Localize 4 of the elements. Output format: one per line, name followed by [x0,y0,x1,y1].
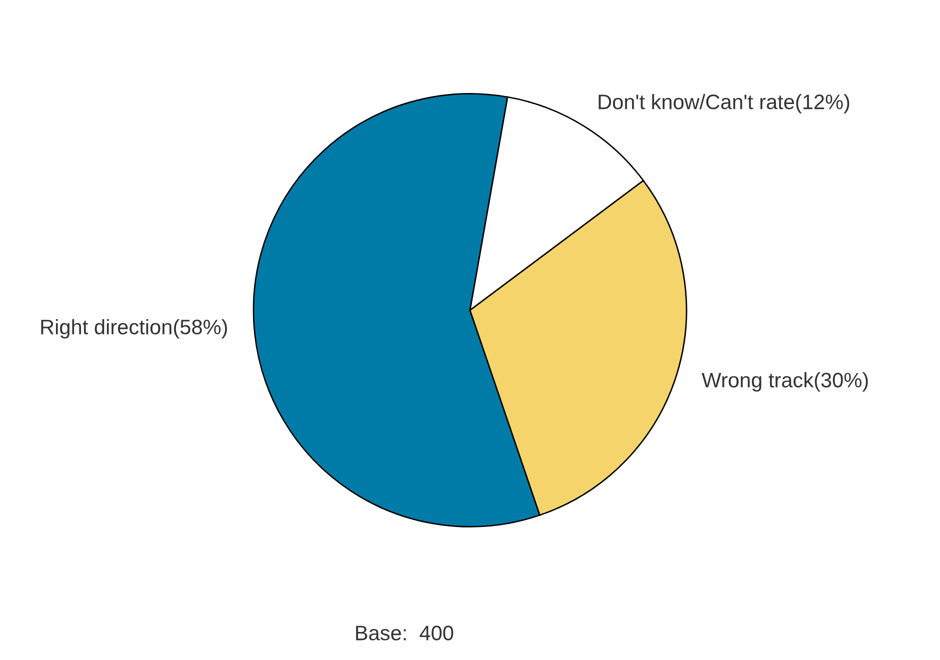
slice-label: Don't know/Can't rate(12%) [598,94,850,114]
slice-label: Right direction(58%) [41,319,227,339]
slice-label: Wrong track(30%) [702,372,868,392]
text: Base: 400 [356,626,454,640]
